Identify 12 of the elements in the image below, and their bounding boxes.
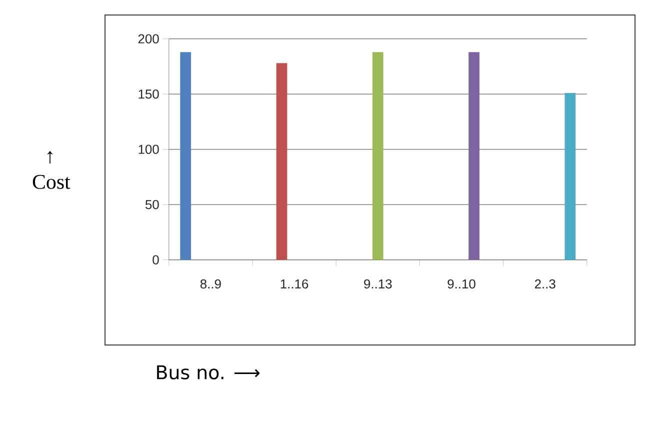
x-tick-label: 9..10: [448, 279, 476, 289]
x-tick-label: 1..16: [280, 279, 308, 289]
y-tick-label: 150: [138, 89, 159, 99]
x-axis-title: Bus no. ⟶: [157, 365, 260, 380]
y-tick-label: 200: [138, 34, 159, 44]
y-tick-label: 100: [138, 144, 159, 154]
y-axis-title: ↑ Cost: [32, 151, 70, 189]
x-tick-label: 8..9: [200, 279, 221, 289]
x-tick-label: 2..3: [534, 279, 556, 289]
y-tick-label: 50: [145, 200, 159, 210]
x-tick-label: 9..13: [364, 279, 392, 289]
y-tick-label: 0: [152, 255, 159, 264]
